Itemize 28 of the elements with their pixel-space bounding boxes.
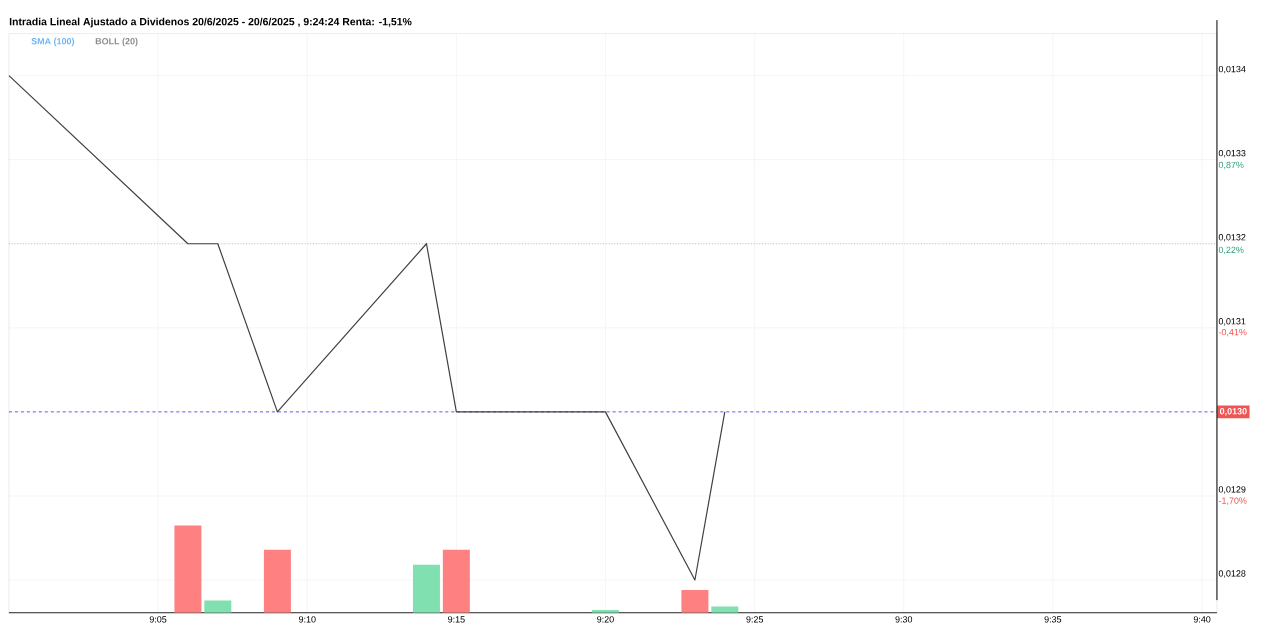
y-tick-label: 0,0128 — [1218, 570, 1246, 578]
y-tick-label: 0,0133 — [1218, 149, 1246, 158]
y2-tick-label: -1,70% — [1218, 497, 1247, 505]
y2-tick-label: 0,22% — [1218, 246, 1244, 255]
y-tick-label: 0,0131 — [1218, 318, 1246, 326]
y2-tick-label: 0,87% — [1218, 161, 1244, 170]
bar — [412, 564, 440, 613]
x-tick-label: 9:10 — [298, 616, 316, 623]
annotation: BOLL (20) — [95, 37, 138, 47]
x-tick-label: 9:40 — [1193, 616, 1211, 623]
x-tick-label: 9:15 — [448, 616, 465, 623]
bar — [174, 525, 202, 613]
bar — [681, 589, 709, 613]
x-tick-label: 9:20 — [597, 616, 614, 623]
bar — [204, 600, 232, 613]
y-tick-label: 0,0134 — [1218, 65, 1246, 74]
x-tick-label: 9:35 — [1044, 616, 1062, 623]
y2-tick-label: -0,41% — [1218, 329, 1247, 337]
y-tick-label: 0,0129 — [1218, 486, 1246, 494]
bar — [442, 549, 470, 613]
y-tick-label: 0,0132 — [1218, 234, 1246, 242]
bar — [263, 549, 291, 613]
annotation: SMA (100) — [31, 37, 75, 47]
x-tick-label: 9:05 — [149, 616, 167, 623]
chart-title: Intradia Lineal Ajustado a Dividenos 20/6/2025 - 20/6/2025 , 9:24:24 Renta: -1,51% — [9, 17, 412, 28]
ref-line-label: 0,0130 — [1219, 408, 1247, 416]
x-tick-label: 9:25 — [746, 616, 764, 623]
x-tick-label: 9:30 — [895, 616, 913, 623]
